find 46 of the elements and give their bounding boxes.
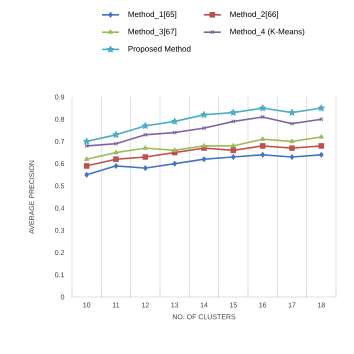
point	[113, 156, 119, 162]
point	[84, 163, 90, 169]
point	[143, 132, 148, 137]
point	[318, 104, 325, 112]
point	[114, 150, 118, 154]
legend-label: Proposed Method	[128, 46, 190, 54]
point	[231, 119, 236, 124]
point	[171, 118, 178, 125]
point	[259, 104, 266, 112]
point	[260, 152, 265, 158]
point	[230, 143, 236, 148]
point	[172, 130, 177, 135]
point	[142, 154, 148, 160]
point	[290, 122, 294, 126]
point	[83, 138, 90, 145]
point	[289, 145, 295, 151]
point	[260, 143, 266, 149]
point	[231, 154, 236, 160]
point	[202, 126, 206, 130]
point	[318, 143, 324, 149]
point	[319, 152, 324, 158]
point	[114, 142, 118, 146]
legend-label: Method_3[67]	[128, 28, 176, 36]
point	[202, 143, 206, 148]
point	[290, 154, 294, 160]
point	[260, 136, 266, 141]
point	[84, 172, 89, 178]
point	[200, 111, 208, 118]
point	[202, 156, 206, 162]
point	[142, 122, 149, 129]
point	[260, 114, 265, 120]
legend-label: Method_4 (K-Means)	[230, 28, 304, 36]
point	[318, 134, 324, 139]
point	[230, 108, 237, 116]
point	[114, 163, 118, 169]
point	[84, 156, 90, 161]
point	[143, 165, 148, 171]
legend-label: Method_2[66]	[230, 11, 278, 19]
legend-label: Method_1[65]	[128, 11, 176, 19]
point	[172, 160, 177, 166]
point	[172, 148, 178, 152]
point	[290, 138, 294, 144]
point	[142, 145, 148, 150]
point	[112, 131, 120, 138]
point	[288, 108, 296, 116]
point	[230, 148, 236, 154]
